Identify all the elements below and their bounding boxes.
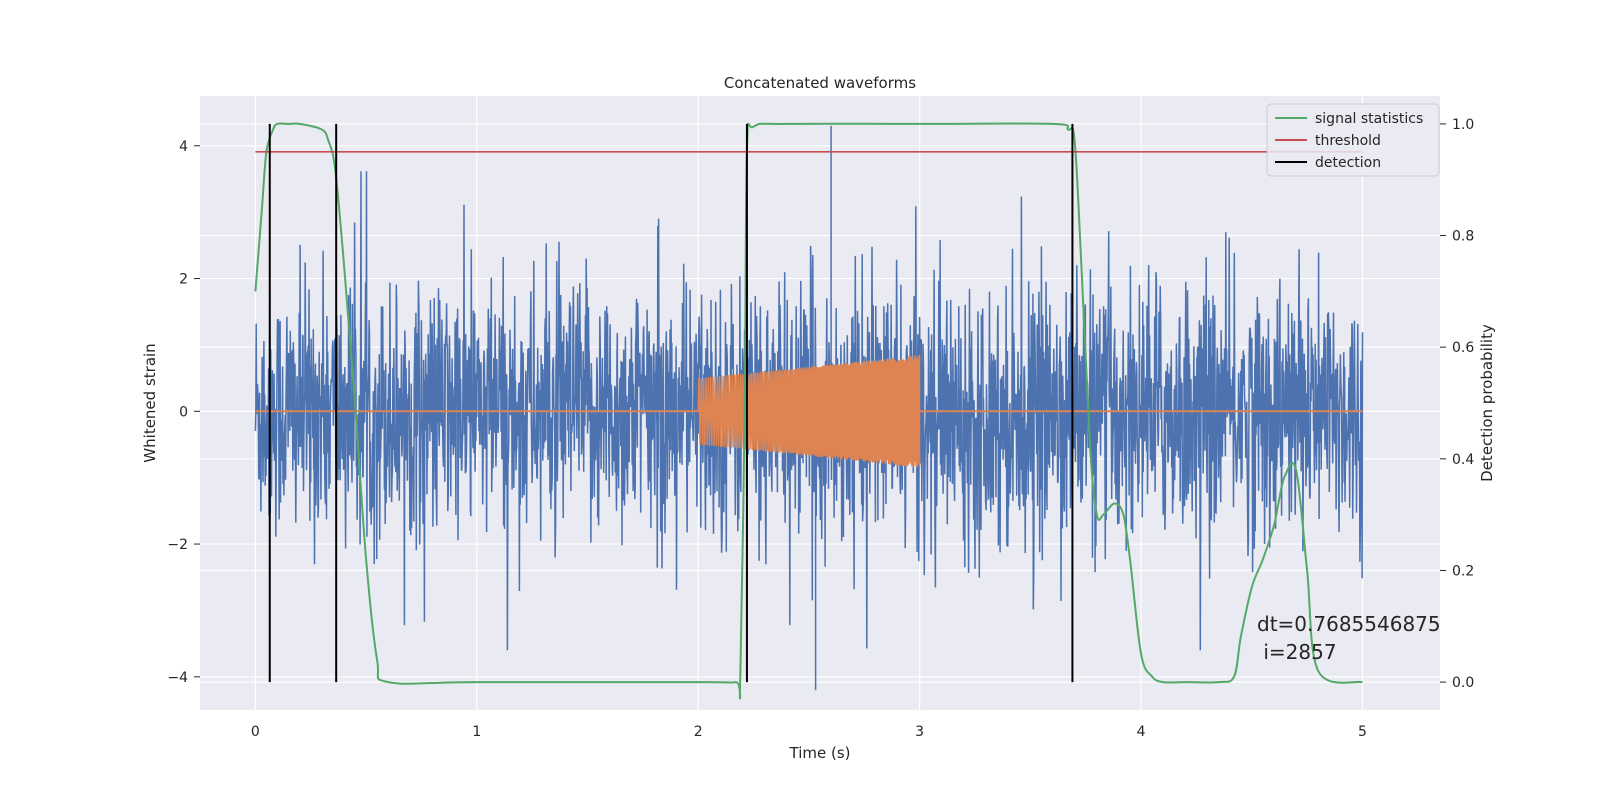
- y-tick-label: 2: [179, 272, 188, 288]
- x-axis-label: Time (s): [789, 744, 851, 762]
- y2-tick-label: 0.2: [1452, 563, 1474, 579]
- x-tick-label: 4: [1137, 724, 1146, 740]
- legend-label: detection: [1315, 155, 1381, 171]
- ticks: 0 1 2 3 4 5 4 2 0 −2 −4 1.0 0.8 0.6 0.4 0.2 0.0: [167, 117, 1474, 740]
- legend: signal statistics threshold detection: [1266, 103, 1440, 177]
- legend-box: [1266, 103, 1440, 177]
- x-tick-label: 0: [251, 724, 260, 740]
- y-tick-label: −2: [167, 537, 188, 553]
- y2-tick-label: 1.0: [1452, 117, 1474, 133]
- x-tick-label: 3: [915, 724, 924, 740]
- y2-tick-label: 0.8: [1452, 229, 1474, 245]
- y-tick-label: −4: [167, 670, 188, 686]
- y-axis-label: Whitened strain: [141, 343, 159, 462]
- chart-marks: [254, 122, 1364, 700]
- y2-axis-label: Detection probability: [1478, 324, 1496, 482]
- annotation-line: i=2857: [1257, 640, 1337, 664]
- x-tick-label: 1: [472, 724, 481, 740]
- y2-tick-label: 0.4: [1452, 452, 1474, 468]
- annotation-line: dt=0.7685546875: [1257, 612, 1441, 636]
- x-tick-label: 2: [694, 724, 703, 740]
- annotation: dt=0.7685546875 i=2857: [1257, 612, 1441, 664]
- y2-tick-label: 0.0: [1452, 675, 1474, 691]
- annotation-text: dt=0.7685546875 i=2857: [1257, 612, 1441, 664]
- y2-tick-label: 0.6: [1452, 340, 1474, 356]
- chart-title: Concatenated waveforms: [724, 74, 916, 92]
- legend-label: signal statistics: [1315, 111, 1423, 127]
- x-tick-label: 5: [1358, 724, 1367, 740]
- legend-label: threshold: [1315, 133, 1381, 149]
- y-tick-label: 0: [179, 404, 188, 420]
- y-tick-label: 4: [179, 139, 188, 155]
- injection-chirp-line: [697, 354, 921, 468]
